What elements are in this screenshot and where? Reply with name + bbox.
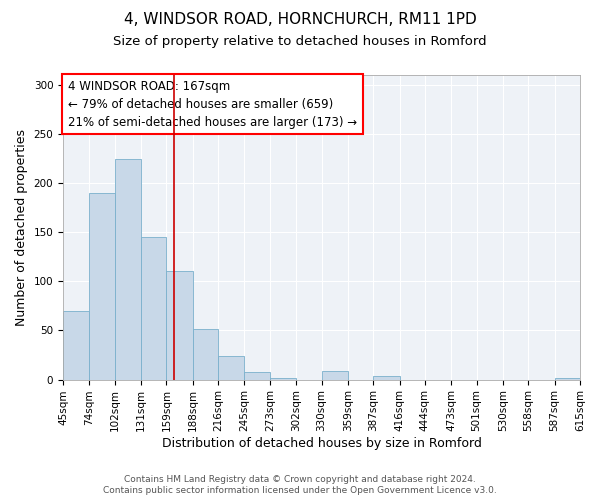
Bar	[63, 311, 89, 380]
Bar	[89, 193, 115, 380]
Bar	[270, 378, 296, 380]
Bar	[115, 158, 141, 380]
Text: Size of property relative to detached houses in Romford: Size of property relative to detached ho…	[113, 35, 487, 48]
Bar	[193, 330, 218, 380]
Y-axis label: Number of detached properties: Number of detached properties	[15, 129, 28, 326]
Bar	[218, 356, 244, 380]
Bar	[373, 376, 400, 380]
X-axis label: Distribution of detached houses by size in Romford: Distribution of detached houses by size …	[161, 437, 481, 450]
Text: 4, WINDSOR ROAD, HORNCHURCH, RM11 1PD: 4, WINDSOR ROAD, HORNCHURCH, RM11 1PD	[124, 12, 476, 28]
Text: 4 WINDSOR ROAD: 167sqm
← 79% of detached houses are smaller (659)
21% of semi-de: 4 WINDSOR ROAD: 167sqm ← 79% of detached…	[68, 80, 358, 128]
Text: Contains public sector information licensed under the Open Government Licence v3: Contains public sector information licen…	[103, 486, 497, 495]
Text: Contains HM Land Registry data © Crown copyright and database right 2024.: Contains HM Land Registry data © Crown c…	[124, 475, 476, 484]
Bar	[141, 237, 166, 380]
Bar	[554, 378, 580, 380]
Bar	[166, 270, 193, 380]
Bar	[322, 371, 348, 380]
Bar	[244, 372, 270, 380]
